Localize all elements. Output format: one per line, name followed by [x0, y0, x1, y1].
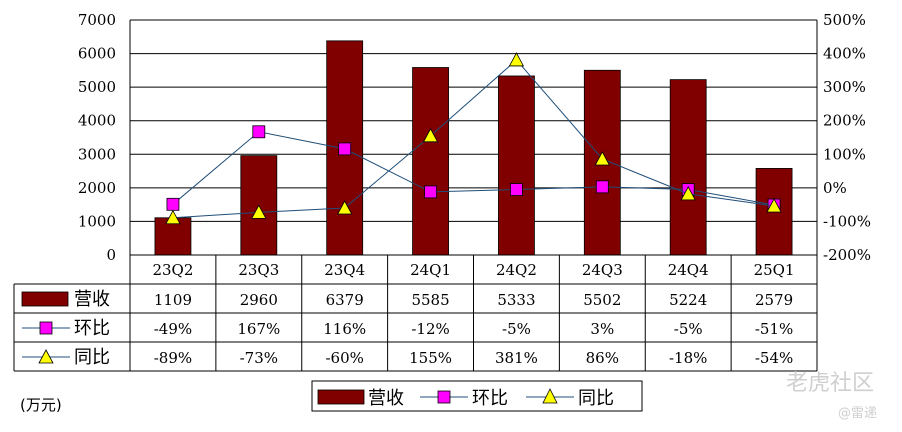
table-cell: 6379 [326, 291, 364, 309]
bar-24Q2 [498, 75, 535, 256]
y-left-tick-label: 7000 [78, 11, 116, 29]
table-cell: -5% [674, 320, 703, 338]
tongbi-marker-24Q4 [680, 186, 696, 201]
y-left-tick-label: 1000 [78, 212, 116, 230]
legend-label-revenue: 营收 [368, 388, 404, 409]
huanbi-marker-24Q3 [595, 180, 609, 194]
y-right-tick-label: 300% [823, 78, 866, 96]
tongbi-marker-25Q1 [766, 198, 782, 213]
环比-line [172, 131, 775, 206]
y-right-tick-label: 200% [823, 112, 866, 130]
table-cell: 5224 [669, 291, 707, 309]
huanbi-marker-23Q4 [338, 142, 352, 156]
x-tick-label: 24Q3 [582, 261, 623, 279]
unit-label: (万元) [20, 396, 62, 414]
table-cell: -5% [502, 320, 531, 338]
table-cell: -12% [411, 320, 449, 338]
tongbi-marker-24Q1 [422, 127, 439, 143]
table-cell: 381% [495, 349, 538, 367]
y-left-tick-label: 0 [106, 246, 116, 264]
y-left-tick-label: 2000 [78, 179, 116, 197]
row-key-huanbi [39, 321, 53, 335]
table-cell: -89% [154, 349, 192, 367]
watermark: 老虎社区 @雷递 [786, 371, 877, 421]
watermark-logo: 老虎社区 [786, 371, 874, 396]
legend-key-huanbi [437, 390, 451, 404]
table-cell: -51% [755, 320, 793, 338]
table-cell: 5585 [411, 291, 449, 309]
table-cell: 2960 [240, 291, 278, 309]
legend-key-tongbi [542, 388, 558, 404]
table-cell: 3% [590, 320, 614, 338]
x-tick-label: 23Q2 [152, 261, 193, 279]
table-cell: -60% [325, 349, 363, 367]
bar-24Q4 [669, 79, 707, 256]
tongbi-marker-23Q2 [165, 209, 181, 225]
同比-line [172, 59, 775, 219]
y-left-tick-label: 5000 [78, 78, 116, 96]
legend-key-revenue [317, 389, 365, 405]
x-tick-label: 24Q4 [668, 261, 709, 279]
y-right-tick-label: -100% [823, 212, 871, 230]
bar-24Q1 [412, 67, 449, 256]
x-tick-label: 24Q1 [410, 261, 451, 279]
row-key-revenue [21, 291, 69, 307]
y-left-tick-label: 4000 [78, 112, 116, 130]
table-cell: 167% [237, 320, 280, 338]
y-right-tick-label: 100% [823, 145, 866, 163]
y-right-tick-label: 0% [823, 179, 847, 197]
huanbi-marker-23Q2 [166, 197, 180, 211]
huanbi-marker-24Q2 [510, 183, 523, 196]
tongbi-marker-24Q2 [508, 52, 525, 67]
row-label-revenue: 营收 [74, 289, 110, 310]
table-cell: -54% [755, 349, 793, 367]
y-left-tick-label: 6000 [78, 45, 116, 63]
x-tick-label: 24Q2 [496, 261, 537, 279]
x-tick-label: 23Q4 [324, 261, 365, 279]
table-cell: 5333 [497, 291, 535, 309]
huanbi-marker-23Q3 [252, 125, 266, 139]
x-tick-label: 25Q1 [754, 261, 795, 279]
tongbi-marker-23Q4 [337, 200, 353, 215]
huanbi-marker-24Q1 [424, 185, 437, 199]
y-right-tick-label: -200% [823, 246, 871, 264]
table-cell: 5502 [583, 291, 621, 309]
tongbi-marker-24Q3 [594, 151, 610, 166]
table-cell: -18% [669, 349, 707, 367]
watermark-sub: @雷递 [838, 406, 877, 421]
table-cell: -49% [154, 320, 192, 338]
table-cell: 1109 [154, 291, 192, 309]
plot-area: 0 1000 2000 3000 4000 5000 6000 7000 -200% -100% 0… [78, 11, 871, 264]
table-cell: 155% [409, 349, 452, 367]
table-cell: 116% [323, 320, 366, 338]
x-tick-label: 23Q3 [238, 261, 279, 279]
table-cell: 86% [586, 349, 619, 367]
y-right-tick-label: 400% [823, 45, 866, 63]
table-cell: -73% [240, 349, 278, 367]
legend-label-tongbi: 同比 [578, 388, 614, 409]
tongbi-marker-23Q3 [251, 204, 267, 219]
y-right-tick-label: 500% [823, 11, 866, 29]
table-cell: 2579 [755, 291, 793, 309]
legend-frame [311, 380, 643, 412]
legend-label-huanbi: 环比 [472, 388, 508, 409]
row-label-huanbi: 环比 [74, 318, 110, 339]
y-left-tick-label: 3000 [78, 145, 116, 163]
row-label-tongbi: 同比 [74, 347, 110, 368]
line-series [165, 52, 782, 225]
legend: 营收 环比 同比 [311, 380, 643, 412]
row-key-tongbi [38, 349, 54, 364]
